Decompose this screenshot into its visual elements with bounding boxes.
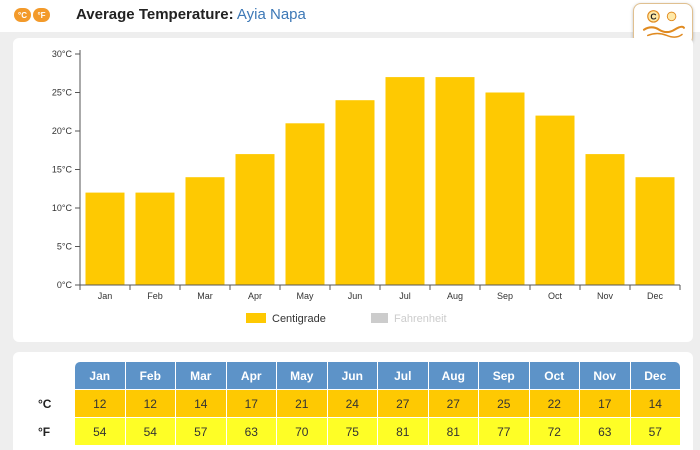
page-title: Average Temperature: Ayia Napa: [76, 6, 306, 23]
x-tick-label: Sep: [497, 291, 513, 301]
celsius-cell: 14: [176, 390, 226, 417]
month-header: Dec: [630, 362, 680, 389]
chart-panel: 0°C 5°C 10°C 15°C 20°C 25°C 30°C Jan Feb Mar Apr M…: [13, 38, 693, 342]
x-tick-label: Nov: [597, 291, 614, 301]
bar-jul: [385, 77, 425, 285]
x-tick-label: Aug: [447, 291, 463, 301]
month-header: Aug: [428, 362, 478, 389]
header-bar: °C °F Average Temperature: Ayia Napa: [0, 0, 700, 32]
fahrenheit-row: °F 54 54 57 63 70 75 81 81 77 72 63 57: [36, 418, 680, 445]
fahrenheit-cell: 57: [176, 418, 226, 445]
table-panel: Jan Feb Mar Apr May Jun Jul Aug Sep Oct …: [13, 352, 693, 450]
bar-jan: [85, 192, 125, 285]
x-tick-label: Oct: [548, 291, 563, 301]
x-axis: Jan Feb Mar Apr May Jun Jul Aug Sep Oct Nov Dec: [79, 284, 681, 301]
bar-may: [285, 123, 325, 285]
month-header: Feb: [125, 362, 175, 389]
celsius-cell: 24: [327, 390, 377, 417]
month-header: May: [277, 362, 327, 389]
legend-swatch-fahrenheit: [371, 313, 388, 323]
bar-jun: [335, 100, 375, 285]
legend-swatch-centigrade: [246, 313, 266, 323]
fahrenheit-cell: 54: [75, 418, 125, 445]
x-tick-label: Apr: [248, 291, 262, 301]
x-tick-label: Jan: [98, 291, 113, 301]
site-logo-image: C: [642, 10, 685, 38]
celsius-cell: 14: [630, 390, 680, 417]
x-tick-label: Jun: [348, 291, 363, 301]
fahrenheit-toggle-button[interactable]: °F: [33, 8, 50, 22]
y-tick-label: 5°C: [57, 242, 73, 252]
month-header: Sep: [479, 362, 529, 389]
y-axis: 0°C 5°C 10°C 15°C 20°C 25°C 30°C: [52, 49, 81, 290]
month-header: Nov: [580, 362, 630, 389]
celsius-cell: 12: [125, 390, 175, 417]
unit-toggle: °C °F: [14, 8, 50, 22]
month-header: Mar: [176, 362, 226, 389]
celsius-cell: 25: [479, 390, 529, 417]
bar-series-centigrade: [85, 77, 675, 285]
y-tick-label: 30°C: [52, 49, 73, 59]
bar-feb: [135, 192, 175, 285]
celsius-cell: 21: [277, 390, 327, 417]
bar-nov: [585, 154, 625, 285]
x-tick-label: Feb: [147, 291, 163, 301]
month-header: Apr: [226, 362, 276, 389]
fahrenheit-cell: 77: [479, 418, 529, 445]
bar-aug: [435, 77, 475, 285]
fahrenheit-cell: 57: [630, 418, 680, 445]
celsius-cell: 27: [428, 390, 478, 417]
temperature-bar-chart: 0°C 5°C 10°C 15°C 20°C 25°C 30°C Jan Feb Mar Apr M…: [52, 49, 681, 325]
y-tick-label: 20°C: [52, 126, 73, 136]
y-tick-label: 25°C: [52, 88, 73, 98]
celsius-cell: 12: [75, 390, 125, 417]
fahrenheit-row-label: °F: [36, 418, 74, 445]
month-header-row: Jan Feb Mar Apr May Jun Jul Aug Sep Oct …: [36, 362, 680, 389]
bar-mar: [185, 177, 225, 285]
fahrenheit-cell: 81: [428, 418, 478, 445]
legend-label-fahrenheit: Fahrenheit: [394, 313, 447, 325]
fahrenheit-cell: 81: [378, 418, 428, 445]
y-tick-label: 10°C: [52, 203, 73, 213]
table-corner: [36, 362, 74, 389]
location-name: Ayia Napa: [236, 6, 306, 23]
bar-dec: [635, 177, 675, 285]
bar-sep: [485, 92, 525, 285]
celsius-row-label: °C: [36, 390, 74, 417]
y-tick-label: 15°C: [52, 165, 73, 175]
x-tick-label: Jul: [399, 291, 411, 301]
celsius-row: °C 12 12 14 17 21 24 27 27 25 22 17 14: [36, 390, 680, 417]
fahrenheit-cell: 72: [529, 418, 579, 445]
temperature-table: Jan Feb Mar Apr May Jun Jul Aug Sep Oct …: [35, 361, 681, 446]
celsius-cell: 17: [580, 390, 630, 417]
legend-label-centigrade: Centigrade: [272, 313, 326, 325]
month-header: Jun: [327, 362, 377, 389]
celsius-toggle-button[interactable]: °C: [14, 8, 31, 22]
fahrenheit-cell: 75: [327, 418, 377, 445]
x-tick-label: May: [296, 291, 314, 301]
bar-apr: [235, 154, 275, 285]
y-tick-label: 0°C: [57, 280, 73, 290]
month-header: Oct: [529, 362, 579, 389]
fahrenheit-cell: 63: [580, 418, 630, 445]
fahrenheit-cell: 70: [277, 418, 327, 445]
fahrenheit-cell: 63: [226, 418, 276, 445]
chart-legend: Centigrade Fahrenheit: [246, 313, 447, 325]
celsius-cell: 22: [529, 390, 579, 417]
fahrenheit-cell: 54: [125, 418, 175, 445]
celsius-cell: 17: [226, 390, 276, 417]
x-tick-label: Dec: [647, 291, 664, 301]
bar-oct: [535, 115, 575, 285]
month-header: Jul: [378, 362, 428, 389]
title-label: Average Temperature:: [76, 6, 234, 23]
month-header: Jan: [75, 362, 125, 389]
x-tick-label: Mar: [197, 291, 213, 301]
celsius-cell: 27: [378, 390, 428, 417]
svg-text:C: C: [650, 12, 656, 22]
